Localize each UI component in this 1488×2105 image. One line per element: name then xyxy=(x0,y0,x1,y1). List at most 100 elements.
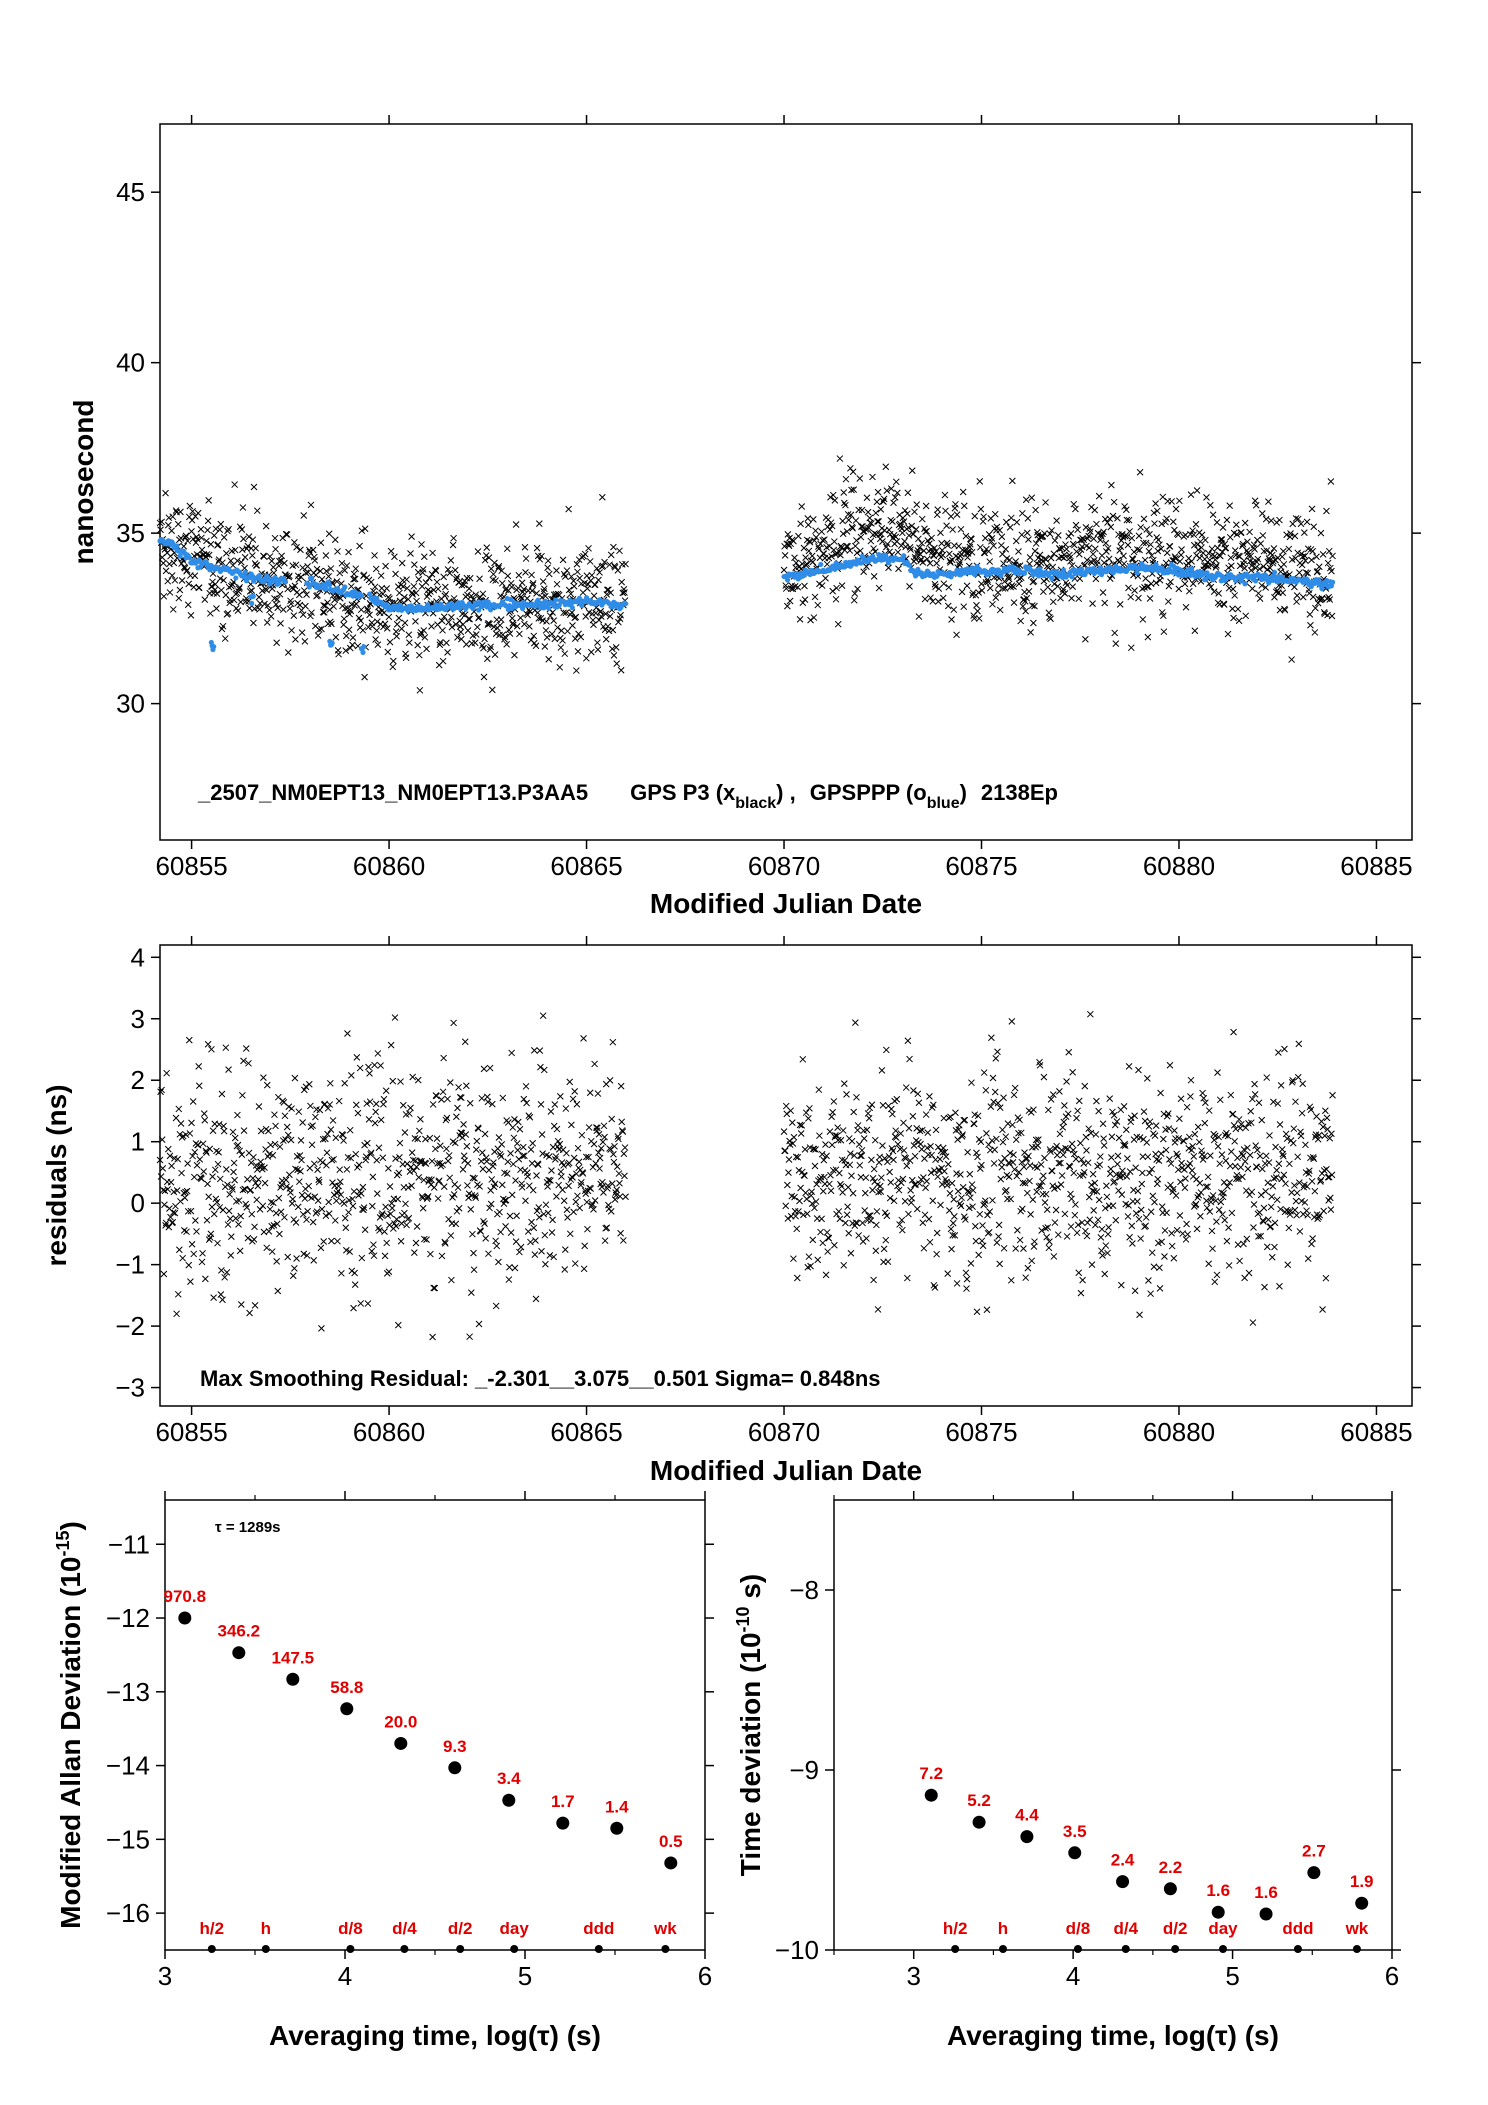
residual-point xyxy=(158,1086,166,1094)
gps-p3-point xyxy=(169,606,177,613)
gps-p3-point xyxy=(263,586,271,594)
residual-point xyxy=(511,1115,518,1123)
residual-point xyxy=(1271,1219,1279,1227)
residual-point xyxy=(1283,1135,1291,1142)
gps-p3-point xyxy=(333,578,341,585)
residual-point xyxy=(1010,1091,1018,1099)
gps-p3-point xyxy=(164,577,172,585)
residual-point xyxy=(580,1265,588,1273)
residual-point xyxy=(184,1207,192,1215)
gps-p3-point xyxy=(406,639,413,646)
point-value-label: 3.4 xyxy=(497,1769,521,1788)
residual-point xyxy=(855,1232,863,1239)
gps-p3-point xyxy=(1164,598,1172,605)
residual-point xyxy=(305,1080,313,1088)
residual-point xyxy=(1005,1173,1013,1181)
gps-p3-point xyxy=(1126,528,1133,535)
residual-point xyxy=(321,1135,329,1143)
residual-point xyxy=(865,1114,873,1122)
gps-p3-point xyxy=(853,537,860,544)
residual-point xyxy=(1208,1227,1216,1235)
residual-point xyxy=(272,1209,280,1217)
residual-point xyxy=(796,1121,804,1129)
gpsppp-point xyxy=(1078,566,1085,572)
gps-p3-point xyxy=(350,575,357,583)
gps-p3-point xyxy=(1176,497,1183,505)
residual-point xyxy=(345,1208,352,1216)
gps-p3-point xyxy=(1099,530,1106,538)
gps-p3-point xyxy=(906,543,914,551)
gps-p3-point xyxy=(908,522,916,530)
gps-p3-point xyxy=(621,589,628,596)
gpsppp-point xyxy=(533,603,539,609)
residual-point xyxy=(392,1222,400,1230)
x-tick-label: 60865 xyxy=(550,851,622,881)
residual-point xyxy=(585,1153,592,1161)
residual-point xyxy=(1305,1167,1313,1175)
residual-point xyxy=(544,1209,552,1217)
residual-point xyxy=(1212,1197,1220,1205)
residual-point xyxy=(443,1145,450,1153)
gps-p3-point xyxy=(818,582,826,589)
residual-point xyxy=(540,1210,548,1218)
residual-point xyxy=(516,1248,523,1256)
gps-p3-point xyxy=(1192,520,1200,528)
residual-point xyxy=(409,1156,417,1164)
gps-p3-point xyxy=(474,623,481,631)
residual-point xyxy=(498,1141,506,1148)
residual-point xyxy=(1272,1143,1279,1151)
gps-p3-point xyxy=(276,557,283,565)
gpsppp-point xyxy=(177,553,183,559)
gps-p3-point xyxy=(1041,530,1048,537)
residual-point xyxy=(884,1158,891,1166)
residual-point xyxy=(276,1230,283,1238)
residual-point xyxy=(407,1104,414,1112)
gps-p3-point xyxy=(1223,516,1231,524)
residual-point xyxy=(834,1124,842,1132)
gps-p3-point xyxy=(1245,552,1252,560)
residual-point xyxy=(378,1210,386,1217)
residual-point xyxy=(239,1186,247,1194)
gps-p3-point xyxy=(1067,529,1075,537)
gps-p3-point xyxy=(873,498,881,506)
residual-point xyxy=(188,1119,195,1127)
residual-point xyxy=(477,1157,485,1165)
gps-p3-point xyxy=(906,583,913,590)
residual-point xyxy=(1103,1182,1110,1190)
residual-point xyxy=(1032,1136,1040,1144)
residual-point xyxy=(512,1177,519,1184)
gps-p3-point xyxy=(1291,583,1298,591)
gps-p3-point xyxy=(849,524,856,532)
point-value-label: 1.6 xyxy=(1206,1881,1230,1900)
gps-p3-point xyxy=(1140,539,1147,547)
residual-point xyxy=(440,1183,448,1190)
residual-point xyxy=(1148,1249,1156,1257)
gps-p3-point xyxy=(363,605,371,613)
gps-p3-point xyxy=(164,521,172,529)
residual-point xyxy=(1063,1078,1070,1085)
residual-point xyxy=(284,1253,292,1261)
residual-point xyxy=(827,1171,834,1179)
gps-p3-point xyxy=(529,581,537,589)
gps-p3-point xyxy=(1005,575,1013,583)
gps-p3-point xyxy=(1032,506,1039,514)
residual-point xyxy=(926,1093,933,1100)
residual-point xyxy=(1007,1276,1015,1284)
gps-p3-point xyxy=(318,625,325,633)
residual-point xyxy=(389,1077,397,1085)
gps-p3-point xyxy=(784,531,792,538)
gps-p3-point xyxy=(1100,528,1107,536)
gps-p3-point xyxy=(1005,573,1012,580)
gps-p3-point xyxy=(350,570,358,578)
gps-p3-point xyxy=(436,641,444,649)
gps-p3-point xyxy=(422,579,430,586)
gps-p3-point xyxy=(423,645,430,653)
gps-p3-point xyxy=(279,606,287,614)
residual-point xyxy=(1068,1195,1075,1203)
residual-point xyxy=(219,1206,227,1214)
gps-p3-point xyxy=(829,587,837,595)
gps-p3-point xyxy=(916,544,923,552)
residual-point xyxy=(589,1200,596,1208)
residual-point xyxy=(1195,1138,1203,1146)
gps-p3-point xyxy=(913,501,921,508)
